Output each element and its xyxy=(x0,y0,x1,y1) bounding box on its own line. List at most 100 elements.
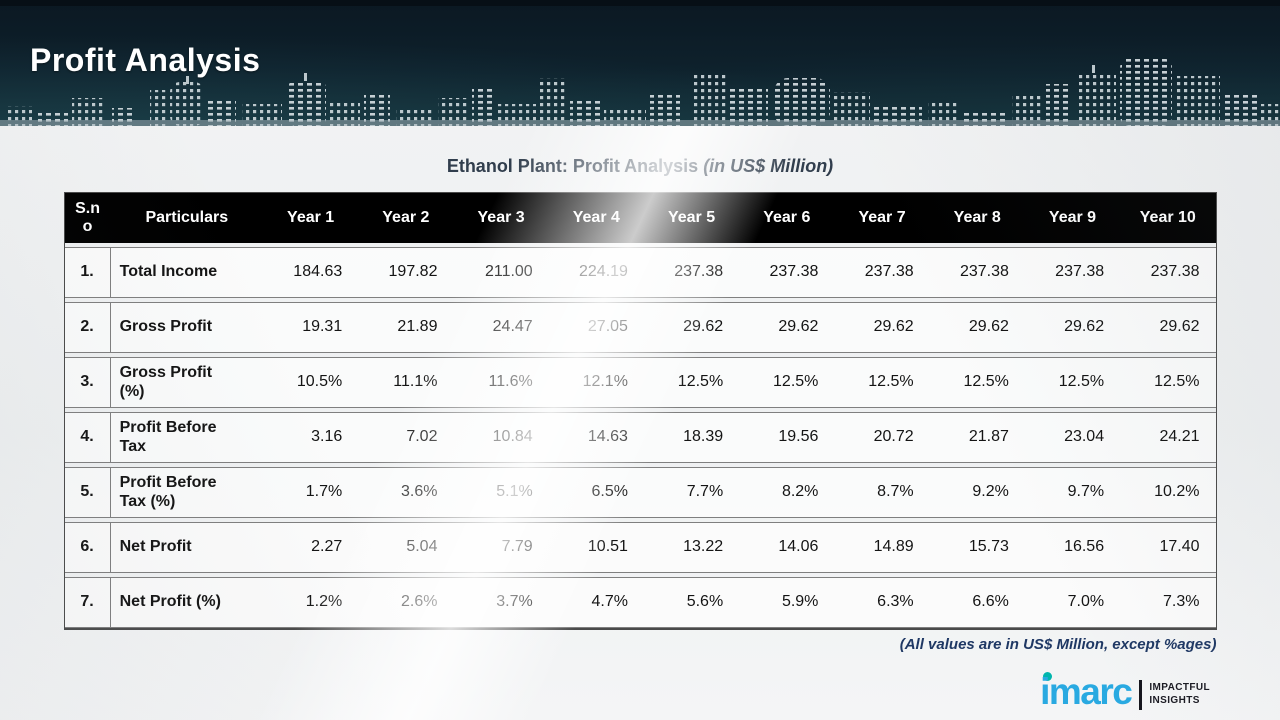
cell-value: 237.38 xyxy=(643,247,740,298)
table-row: 6. Net Profit 2.27 5.04 7.79 10.51 13.22 14.06 1… xyxy=(64,522,1216,573)
cell-value: 29.62 xyxy=(929,302,1025,353)
cell-value: 16.56 xyxy=(1024,522,1121,573)
column-header-particulars: Particulars xyxy=(110,193,263,243)
cell-value: 18.39 xyxy=(643,412,740,463)
cell-value: 24.47 xyxy=(453,302,549,353)
cell-sno: 6. xyxy=(64,522,111,573)
cell-value: 17.40 xyxy=(1120,522,1216,573)
cell-value: 15.73 xyxy=(929,522,1025,573)
logo-tagline: IMPACTFUL INSIGHTS xyxy=(1149,682,1210,707)
column-header-year-6: Year 6 xyxy=(739,193,835,243)
table-row: 1. Total Income 184.63 197.82 211.00 224.19 23… xyxy=(64,247,1216,298)
table-body: 1. Total Income 184.63 197.82 211.00 224.19 23… xyxy=(64,247,1216,628)
cell-value: 2.6% xyxy=(358,577,454,628)
logo-mark: imarc xyxy=(1040,671,1133,712)
table-title-text: Ethanol Plant: Profit Analysis xyxy=(446,156,699,176)
cell-value: 8.2% xyxy=(739,467,835,518)
cell-particulars: Net Profit (%) xyxy=(110,577,263,628)
cell-value: 6.3% xyxy=(834,577,930,628)
cell-value: 29.62 xyxy=(1120,302,1216,353)
cell-value: 12.5% xyxy=(834,357,930,408)
cell-value: 11.1% xyxy=(358,357,454,408)
table-row: 2. Gross Profit 19.31 21.89 24.47 27.05 29.62 2… xyxy=(64,302,1216,353)
column-header-year-8: Year 8 xyxy=(929,193,1025,243)
cell-particulars: Gross Profit xyxy=(110,302,263,353)
header-banner: Profit Analysis xyxy=(0,0,1280,126)
content-area: Ethanol Plant: Profit Analysis (in US$ Mi… xyxy=(0,126,1280,720)
cell-sno: 4. xyxy=(64,412,111,463)
column-header-year-7: Year 7 xyxy=(834,193,930,243)
cell-value: 224.19 xyxy=(548,247,644,298)
cell-particulars: Gross Profit (%) xyxy=(110,357,263,408)
table-title-note: (in US$ Million) xyxy=(703,156,834,176)
cell-value: 2.27 xyxy=(263,522,359,573)
cell-value: 197.82 xyxy=(358,247,454,298)
cell-sno: 1. xyxy=(64,247,111,298)
cell-particulars: Net Profit xyxy=(110,522,263,573)
cell-sno: 7. xyxy=(64,577,111,628)
cell-particulars: Profit Before Tax (%) xyxy=(110,467,263,518)
cell-sno: 2. xyxy=(64,302,111,353)
cell-value: 11.6% xyxy=(453,357,549,408)
logo-tagline-line1: IMPACTFUL xyxy=(1149,682,1210,693)
cell-value: 7.79 xyxy=(453,522,549,573)
table-row: 5. Profit Before Tax (%) 1.7% 3.6% 5.1% 6.5% 7… xyxy=(64,467,1216,518)
cell-value: 1.2% xyxy=(263,577,359,628)
cell-value: 7.3% xyxy=(1120,577,1216,628)
cell-sno: 3. xyxy=(64,357,111,408)
cell-value: 24.21 xyxy=(1120,412,1216,463)
cell-value: 237.38 xyxy=(1120,247,1216,298)
table-footnote: (All values are in US$ Million, except %… xyxy=(899,636,1217,653)
page-title: Profit Analysis xyxy=(30,42,261,78)
cell-sno: 5. xyxy=(64,467,111,518)
cell-value: 10.51 xyxy=(548,522,644,573)
cell-value: 211.00 xyxy=(453,247,549,298)
logo-dot-icon xyxy=(1043,672,1053,681)
column-header-year-9: Year 9 xyxy=(1024,193,1121,243)
logo-divider xyxy=(1139,679,1143,710)
imarc-logo: imarc IMPACTFUL INSIGHTS xyxy=(1040,671,1210,712)
cell-value: 12.5% xyxy=(739,357,835,408)
cell-value: 10.2% xyxy=(1120,467,1216,518)
table-title: Ethanol Plant: Profit Analysis (in US$ Mi… xyxy=(0,156,1280,177)
cell-value: 12.5% xyxy=(929,357,1025,408)
cell-value: 5.04 xyxy=(358,522,454,573)
cell-value: 237.38 xyxy=(739,247,835,298)
column-header-year-3: Year 3 xyxy=(453,193,549,243)
cell-value: 5.6% xyxy=(643,577,740,628)
cell-value: 12.5% xyxy=(643,357,740,408)
cell-value: 21.87 xyxy=(929,412,1025,463)
cell-value: 19.31 xyxy=(263,302,359,353)
cell-value: 3.6% xyxy=(358,467,454,518)
cell-value: 27.05 xyxy=(548,302,644,353)
city-skyline-icon xyxy=(0,58,1280,126)
cell-value: 237.38 xyxy=(929,247,1025,298)
cell-particulars: Total Income xyxy=(110,247,263,298)
cell-value: 5.9% xyxy=(739,577,835,628)
cell-value: 29.62 xyxy=(739,302,835,353)
cell-value: 6.6% xyxy=(929,577,1025,628)
cell-value: 9.2% xyxy=(929,467,1025,518)
cell-value: 14.89 xyxy=(834,522,930,573)
logo-wordmark: imarc xyxy=(1040,671,1133,712)
cell-value: 13.22 xyxy=(643,522,740,573)
cell-value: 1.7% xyxy=(263,467,359,518)
table-row: 4. Profit Before Tax 3.16 7.02 10.84 14.63 18.… xyxy=(64,412,1216,463)
table-row: 7. Net Profit (%) 1.2% 2.6% 3.7% 4.7% 5.6% 5.9%… xyxy=(64,577,1216,628)
cell-value: 14.63 xyxy=(548,412,644,463)
cell-value: 237.38 xyxy=(834,247,930,298)
cell-value: 29.62 xyxy=(1024,302,1121,353)
cell-value: 184.63 xyxy=(263,247,359,298)
cell-value: 7.0% xyxy=(1024,577,1121,628)
cell-value: 237.38 xyxy=(1024,247,1121,298)
column-header-year-2: Year 2 xyxy=(358,193,454,243)
column-header-year-1: Year 1 xyxy=(263,193,359,243)
column-header-year-4: Year 4 xyxy=(548,193,644,243)
cell-value: 20.72 xyxy=(834,412,930,463)
cell-value: 3.16 xyxy=(263,412,359,463)
cell-value: 19.56 xyxy=(739,412,835,463)
cell-value: 21.89 xyxy=(358,302,454,353)
cell-value: 12.1% xyxy=(548,357,644,408)
